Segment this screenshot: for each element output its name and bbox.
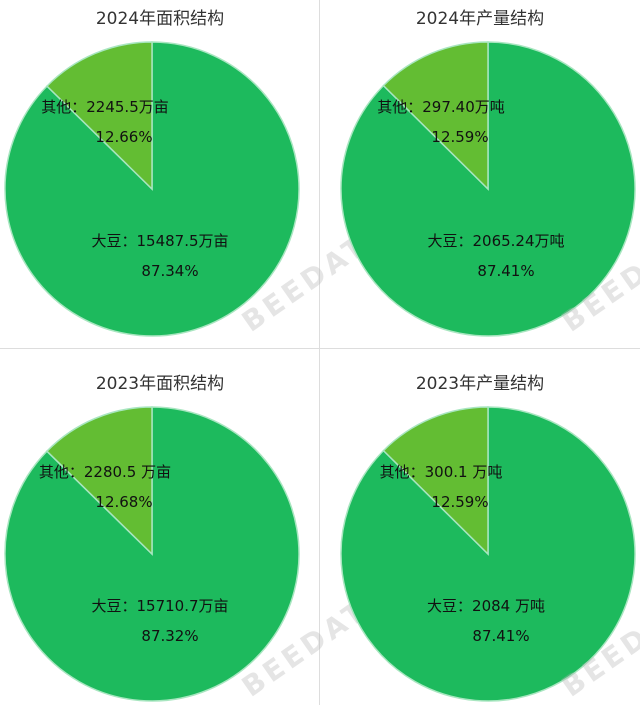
slice-percent-label: 12.66% [95, 128, 153, 146]
slice-percent-label: 87.34% [141, 262, 199, 280]
chart-title: 2023年产量结构 [415, 374, 545, 394]
slice-value-label: 其他：2280.5 万亩 [38, 463, 172, 481]
slice-percent-label: 87.32% [141, 627, 199, 645]
slice-percent-label: 12.59% [431, 128, 489, 146]
pie-chart-panel: 2023年面积结构 大豆：15710.7万亩 87.32% 其他：2280.5 万亩 1… [0, 365, 393, 717]
pie-svg [4, 406, 300, 702]
slice-value-label: 其他：2245.5万亩 [41, 98, 169, 116]
pie-chart-panel: 2024年面积结构 大豆：15487.5万亩 87.34% 其他：2245.5万亩 12… [0, 0, 393, 352]
vertical-divider [319, 0, 320, 705]
pie-slice-other[interactable] [382, 406, 489, 556]
pie-slice-other[interactable] [382, 41, 489, 191]
pie-chart-panel: 2024年产量结构大豆：2065.24万吨 87.41% 其他：297.40万吨 12… [320, 0, 640, 352]
pie-svg [340, 406, 636, 702]
slice-percent-label: 87.41% [477, 262, 535, 280]
chart-title: 2024年产量结构 [415, 9, 545, 29]
slice-percent-label: 12.68% [95, 493, 153, 511]
pie-chart-panel: 2023年产量结构大豆：2084 万吨 87.41% 其他：300.1 万吨 12.5… [320, 365, 640, 717]
pie-svg [340, 41, 636, 337]
slice-percent-label: 12.59% [431, 493, 489, 511]
slice-value-label: 大豆：15487.5万亩 [91, 232, 229, 250]
chart-title: 2024年面积结构 [95, 9, 225, 29]
chart-title: 2023年面积结构 [95, 374, 225, 394]
slice-value-label: 大豆：2084 万吨 [427, 597, 545, 615]
pie-slice-other[interactable] [45, 406, 153, 556]
slice-value-label: 其他：297.40万吨 [377, 98, 505, 116]
horizontal-divider [0, 348, 640, 349]
pie-svg [4, 41, 300, 337]
pie-slice-other[interactable] [45, 41, 153, 191]
slice-percent-label: 87.41% [472, 627, 530, 645]
slice-value-label: 大豆：2065.24万吨 [427, 232, 565, 250]
slice-value-label: 其他：300.1 万吨 [379, 463, 503, 481]
slice-value-label: 大豆：15710.7万亩 [91, 597, 229, 615]
